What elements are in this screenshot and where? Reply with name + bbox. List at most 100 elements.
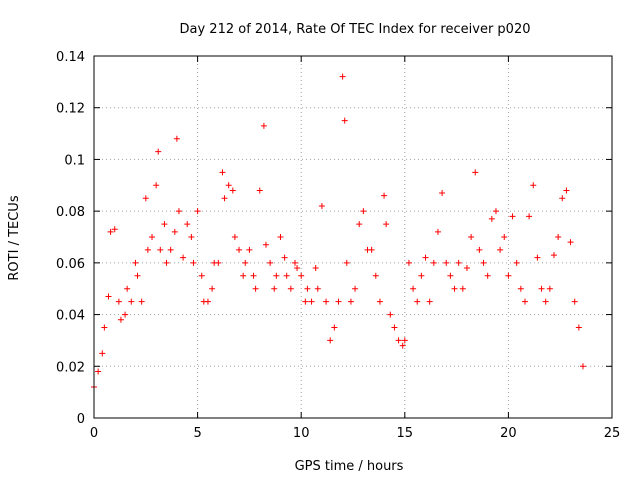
data-point bbox=[399, 342, 406, 349]
data-point bbox=[209, 285, 216, 292]
y-tick-label: 0.06 bbox=[56, 257, 85, 272]
data-point bbox=[418, 272, 425, 279]
data-point bbox=[95, 368, 102, 375]
data-point bbox=[401, 337, 408, 344]
data-point bbox=[492, 208, 499, 215]
x-tick-label: 5 bbox=[193, 426, 201, 441]
y-tick-label: 0.04 bbox=[56, 309, 85, 324]
data-point bbox=[267, 259, 274, 266]
data-point bbox=[505, 272, 512, 279]
data-point bbox=[327, 337, 334, 344]
data-point bbox=[372, 272, 379, 279]
axis-ticks: 0 5 10 15 20 25 0 0.02 0.04 0.06 0.08 0.1 0.12 0.14 bbox=[56, 50, 620, 441]
data-point bbox=[236, 246, 243, 253]
data-point bbox=[546, 285, 553, 292]
data-point bbox=[476, 246, 483, 253]
data-point bbox=[194, 208, 201, 215]
data-point bbox=[115, 298, 122, 305]
data-point bbox=[304, 285, 311, 292]
x-axis-label: GPS time / hours bbox=[295, 459, 404, 474]
data-point bbox=[391, 324, 398, 331]
grid-lines bbox=[94, 56, 612, 418]
data-point bbox=[308, 298, 315, 305]
data-point bbox=[517, 285, 524, 292]
x-tick-label: 0 bbox=[90, 426, 98, 441]
data-point bbox=[117, 316, 124, 323]
data-point bbox=[559, 195, 566, 202]
data-point bbox=[368, 246, 375, 253]
data-point bbox=[215, 259, 222, 266]
data-point bbox=[167, 246, 174, 253]
data-point bbox=[434, 228, 441, 235]
data-point bbox=[242, 259, 249, 266]
data-point bbox=[256, 187, 263, 194]
data-point bbox=[563, 187, 570, 194]
x-tick-label: 15 bbox=[397, 426, 414, 441]
data-point bbox=[579, 363, 586, 370]
data-point bbox=[395, 337, 402, 344]
x-tick-label: 20 bbox=[500, 426, 517, 441]
data-point bbox=[291, 259, 298, 266]
data-point bbox=[312, 265, 319, 272]
data-point bbox=[314, 285, 321, 292]
data-point bbox=[542, 298, 549, 305]
data-point bbox=[302, 298, 309, 305]
data-point bbox=[530, 182, 537, 189]
data-point bbox=[550, 252, 557, 259]
data-point bbox=[171, 228, 178, 235]
data-point bbox=[221, 195, 228, 202]
data-point bbox=[204, 298, 211, 305]
data-point bbox=[430, 259, 437, 266]
data-point bbox=[484, 272, 491, 279]
data-point bbox=[555, 234, 562, 240]
data-point bbox=[323, 298, 330, 305]
data-point bbox=[229, 187, 236, 194]
data-point bbox=[175, 208, 182, 215]
data-point bbox=[188, 234, 195, 240]
data-points bbox=[91, 73, 586, 390]
y-tick-label: 0.1 bbox=[64, 153, 85, 168]
data-point bbox=[273, 272, 280, 279]
data-point bbox=[277, 234, 284, 240]
data-point bbox=[331, 324, 338, 331]
data-point bbox=[488, 215, 495, 222]
data-point bbox=[571, 298, 578, 305]
data-point bbox=[142, 195, 149, 202]
data-point bbox=[343, 259, 350, 266]
data-point bbox=[134, 272, 141, 279]
data-point bbox=[534, 254, 541, 261]
data-point bbox=[128, 298, 135, 305]
data-point bbox=[335, 298, 342, 305]
data-point bbox=[198, 272, 205, 279]
data-point bbox=[250, 272, 257, 279]
data-point bbox=[271, 285, 278, 292]
data-point bbox=[521, 298, 528, 305]
data-point bbox=[575, 324, 582, 331]
data-point bbox=[184, 221, 191, 228]
data-point bbox=[447, 272, 454, 279]
data-point bbox=[360, 208, 367, 215]
data-point bbox=[219, 169, 226, 176]
data-point bbox=[246, 246, 253, 253]
data-point bbox=[341, 117, 348, 124]
y-tick-label: 0.12 bbox=[56, 102, 85, 117]
data-point bbox=[405, 259, 412, 266]
data-point bbox=[383, 221, 390, 228]
y-tick-label: 0.14 bbox=[56, 50, 85, 65]
data-point bbox=[414, 298, 421, 305]
y-tick-label: 0 bbox=[77, 412, 85, 427]
data-point bbox=[124, 285, 131, 292]
data-point bbox=[376, 298, 383, 305]
data-point bbox=[153, 182, 160, 189]
data-point bbox=[468, 234, 475, 240]
data-point bbox=[538, 285, 545, 292]
data-point bbox=[472, 169, 479, 176]
data-point bbox=[294, 265, 301, 272]
data-point bbox=[281, 254, 288, 261]
data-point bbox=[381, 192, 388, 199]
data-point bbox=[439, 190, 446, 197]
plot-frame bbox=[93, 55, 613, 419]
data-point bbox=[443, 259, 450, 266]
data-point bbox=[180, 254, 187, 261]
